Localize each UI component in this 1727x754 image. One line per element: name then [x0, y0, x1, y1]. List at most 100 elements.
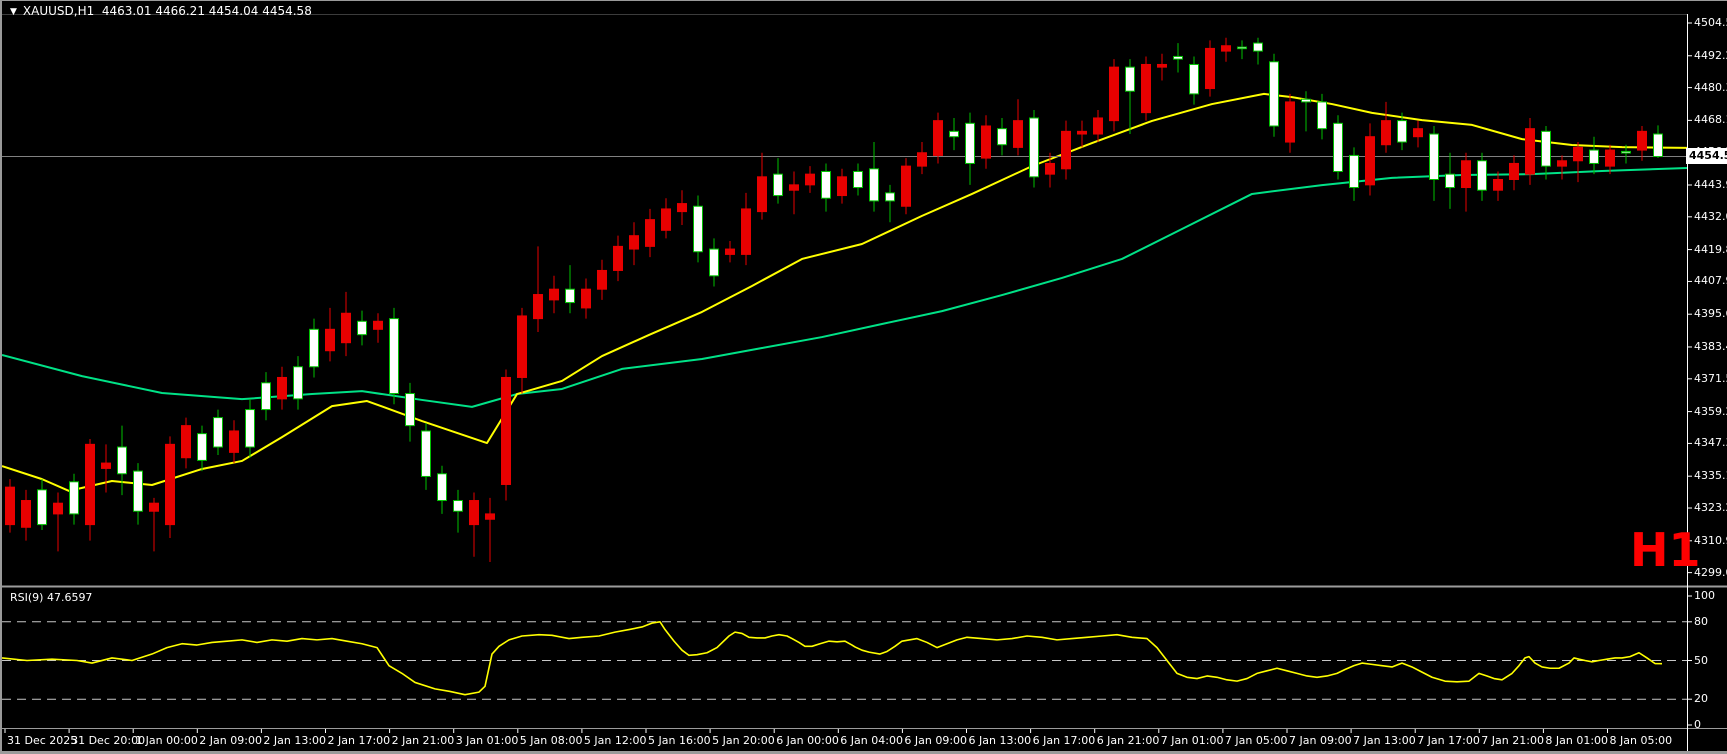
time-axis-label: 7 Jan 09:00: [1289, 734, 1352, 747]
candle-body: [1093, 117, 1103, 135]
candle-body: [1077, 130, 1087, 135]
time-axis-label: 2 Jan 21:00: [391, 734, 455, 747]
time-axis-label: 7 Jan 21:00: [1481, 734, 1544, 747]
rsi-axis-label: 80: [1694, 614, 1708, 628]
time-axis-label: 1 Jan 00:00: [135, 734, 198, 747]
candle-body: [789, 184, 799, 191]
timeframe-watermark: H1: [1630, 523, 1701, 577]
time-axis-label: 6 Jan 13:00: [968, 734, 1032, 747]
time-axis-label: 5 Jan 20:00: [712, 734, 775, 747]
candle-body: [53, 502, 63, 515]
candle-body: [1189, 63, 1199, 95]
price-axis-label: 4323.20: [1694, 501, 1727, 515]
time-axis-label: 6 Jan 21:00: [1096, 734, 1160, 747]
candle-body: [1509, 162, 1519, 181]
time-axis-label: 7 Jan 05:00: [1224, 734, 1288, 747]
candle-body: [1205, 47, 1215, 90]
time-axis-label: 2 Jan 17:00: [327, 734, 391, 747]
candle-body: [725, 248, 735, 255]
time-axis-label: 7 Jan 17:00: [1417, 734, 1480, 747]
candle-body: [645, 219, 655, 247]
candle-body: [901, 165, 911, 207]
time-axis-label: 6 Jan 17:00: [1032, 734, 1096, 747]
candle-body: [21, 500, 31, 528]
price-axis-label: 4504.50: [1694, 16, 1727, 29]
candle-body: [629, 235, 639, 250]
candle-body: [117, 446, 127, 475]
candle-body: [1605, 149, 1615, 167]
price-axis-label: 4383.40: [1694, 339, 1727, 353]
candle-body: [1253, 42, 1263, 52]
candle-body: [933, 120, 943, 156]
time-axis-label: 5 Jan 16:00: [648, 734, 711, 747]
candle-body: [325, 328, 335, 352]
candle-body: [565, 288, 575, 304]
time-axis-label: 7 Jan 13:00: [1353, 734, 1416, 747]
candle-body: [1445, 173, 1455, 189]
time-axis-label: 3 Jan 01:00: [455, 734, 519, 747]
price-axis-label: 4371.50: [1694, 371, 1727, 385]
candle-body: [1349, 154, 1359, 189]
candle-body: [1269, 61, 1279, 127]
candle-body: [1637, 130, 1647, 151]
candle-body: [1493, 179, 1503, 191]
time-axis-label: 5 Jan 12:00: [583, 734, 647, 747]
candle-body: [1589, 149, 1599, 164]
time-axis-label: 2 Jan 09:00: [199, 734, 262, 747]
candle-body: [245, 409, 255, 448]
candle-body: [181, 425, 191, 459]
price-axis-label: 4395.65: [1694, 307, 1727, 321]
candle-body: [677, 203, 687, 213]
candle-body: [1413, 128, 1423, 138]
current-price-tag: 4454.58: [1686, 148, 1727, 164]
candle-body: [69, 481, 79, 515]
candle-body: [869, 168, 879, 202]
candle-body: [453, 500, 463, 512]
candle-body: [149, 502, 159, 512]
candle-body: [277, 376, 287, 400]
candle-body: [581, 288, 591, 309]
price-axis-label: 4419.80: [1694, 242, 1727, 256]
time-axis-label: 6 Jan 09:00: [904, 734, 968, 747]
candle-body: [1541, 130, 1551, 167]
candle-body: [757, 176, 767, 213]
candle-body: [549, 288, 559, 301]
time-axis-label: 31 Dec 20:00: [71, 734, 146, 747]
price-axis-label: 4347.35: [1694, 436, 1727, 450]
ma-line: [2, 166, 1688, 408]
candle-body: [1381, 120, 1391, 146]
rsi-indicator-label: RSI(9) 47.6597: [10, 591, 93, 604]
time-axis-label: 6 Jan 04:00: [840, 734, 903, 747]
time-axis-label: 8 Jan 01:00: [1545, 734, 1609, 747]
candle-body: [1301, 98, 1311, 103]
price-axis-label: 4407.90: [1694, 274, 1727, 288]
rsi-axis-label: 100: [1694, 589, 1715, 602]
price-axis-label: 4468.10: [1694, 113, 1727, 127]
candle-body: [1237, 46, 1247, 50]
candle-body: [1125, 66, 1135, 92]
candle-body: [1525, 128, 1535, 175]
time-axis-label: 31 Dec 2025: [7, 734, 78, 747]
candle-body: [1557, 160, 1567, 167]
candle-body: [1429, 133, 1439, 181]
candle-body: [341, 312, 351, 344]
time-axis-label: 8 Jan 05:00: [1609, 734, 1673, 747]
candle-body: [1013, 120, 1023, 148]
candle-body: [1477, 160, 1487, 191]
price-axis-label: 4480.35: [1694, 80, 1727, 94]
candle-body: [85, 443, 95, 526]
time-axis-label: 5 Jan 08:00: [519, 734, 583, 747]
candle-body: [1141, 63, 1151, 114]
ma-line: [2, 620, 1663, 696]
candle-body: [917, 152, 927, 167]
symbol-dropdown-icon[interactable]: ▼: [10, 7, 17, 17]
candle-body: [405, 393, 415, 427]
price-axis-label: 4492.25: [1694, 48, 1727, 62]
candle-body: [1029, 117, 1039, 178]
candle-body: [661, 208, 671, 231]
ma-line: [2, 92, 1688, 492]
candle-body: [1365, 136, 1375, 186]
candle-body: [693, 205, 703, 253]
price-axis-label: 4310.95: [1694, 533, 1727, 547]
